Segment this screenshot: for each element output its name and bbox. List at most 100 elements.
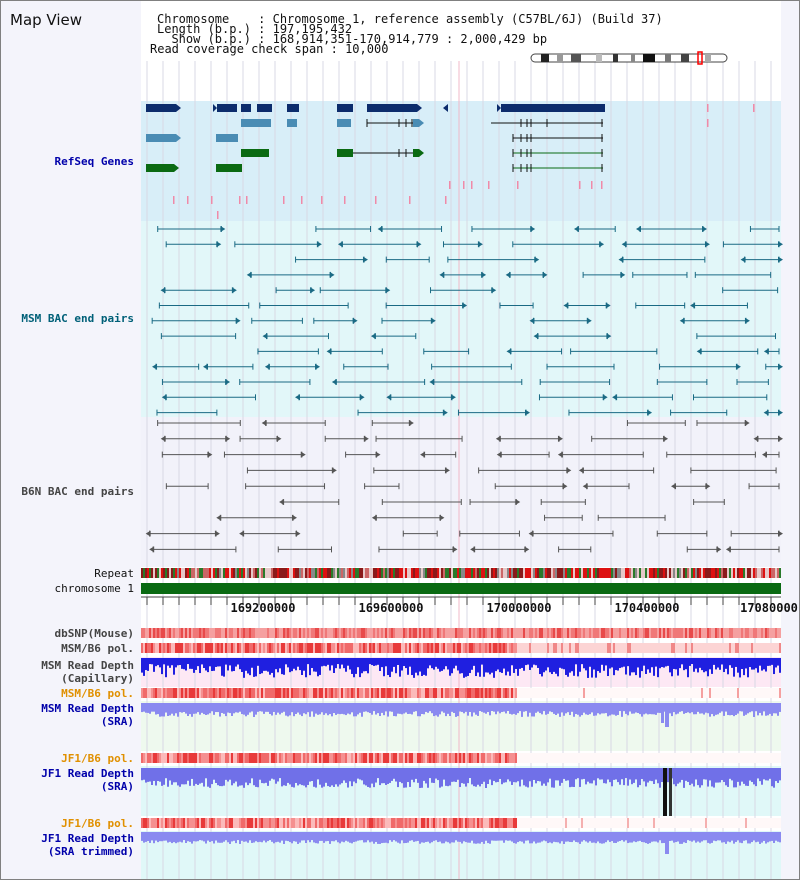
msm-sra-depth-bar — [607, 711, 609, 717]
msm-pol2-cell — [163, 688, 165, 698]
msm-pol-cell — [339, 643, 341, 653]
msm-cap-depth-bar — [211, 664, 213, 672]
msm-cap-depth-bar — [569, 664, 571, 673]
msm-pol-cell — [349, 643, 351, 653]
jf1-trim-depth-bar — [343, 840, 345, 843]
jf1-pol-cell — [165, 753, 167, 763]
dbsnp-cell — [153, 628, 155, 638]
jf1-pol2-cell — [743, 818, 745, 828]
msm-cap-depth-bar — [731, 664, 733, 668]
msm-pol-cell — [291, 643, 293, 653]
jf1-pol2-cell — [563, 818, 565, 828]
msm-cap-depth-bar — [645, 664, 647, 675]
track-label-jf1-trim[interactable]: JF1 Read Depth — [41, 832, 134, 845]
jf1-sra-depth-bar — [195, 778, 197, 784]
msm-pol2-cell — [387, 688, 389, 698]
track-label-msm-b6-pol-2[interactable]: MSM/B6 pol. — [61, 687, 134, 700]
jf1-pol2-cell — [537, 818, 539, 828]
jf1-sra-depth-bar — [499, 778, 501, 779]
jf1-trim-depth-bar — [565, 840, 567, 842]
msm-sra-depth-bar — [329, 711, 331, 715]
msm-pol-cell — [401, 643, 403, 653]
msm-pol2-cell — [181, 688, 183, 698]
jf1-sra-depth-base — [141, 768, 781, 778]
msm-cap-depth-bar — [331, 664, 333, 666]
msm-pol2-cell — [399, 688, 401, 698]
msm-pol2-cell — [271, 688, 273, 698]
track-label-refseq[interactable]: RefSeq Genes — [54, 155, 134, 168]
dbsnp-cell — [543, 628, 545, 638]
ideogram-band — [665, 54, 671, 62]
jf1-trim-depth-bar — [531, 840, 533, 844]
msm-bac-arrow — [606, 333, 612, 340]
jf1-sra-depth-bar — [751, 778, 753, 782]
b6n-bac-arrow — [778, 530, 783, 537]
dbsnp-cell — [445, 628, 447, 638]
msm-pol-cell — [459, 643, 461, 653]
msm-pol2-cell — [349, 688, 351, 698]
msm-pol-cell — [169, 643, 171, 653]
dbsnp-cell — [343, 628, 345, 638]
jf1-pol-cell — [347, 753, 349, 763]
jf1-pol2-cell — [759, 818, 761, 828]
msm-pol-cell — [741, 643, 743, 653]
track-label-msm-b6-pol[interactable]: MSM/B6 pol. — [61, 642, 134, 655]
msm-sra-depth-bar — [655, 711, 657, 715]
track-label-dbsnp[interactable]: dbSNP(Mouse) — [54, 627, 134, 640]
track-label-msm-depth-sra[interactable]: MSM Read Depth — [41, 702, 134, 715]
repeat-element — [653, 568, 655, 578]
dbsnp-cell — [253, 628, 255, 638]
msm-pol2-cell — [681, 688, 683, 698]
track-label-jf1-b6-pol[interactable]: JF1/B6 pol. — [61, 752, 134, 765]
msm-pol2-cell — [561, 688, 563, 698]
track-label-msm-depth-cap[interactable]: MSM Read Depth — [41, 659, 134, 672]
msm-pol-cell — [577, 643, 579, 653]
jf1-sra-depth-bar — [453, 778, 455, 782]
jf1-pol-cell — [369, 753, 371, 763]
msm-cap-depth-bar — [421, 664, 423, 676]
track-label-b6n-bac[interactable]: B6N BAC end pairs — [21, 485, 134, 498]
jf1-pol-cell — [419, 753, 421, 763]
jf1-pol-cell — [343, 753, 345, 763]
jf1-sra-depth-bar — [407, 778, 409, 783]
msm-pol2-cell — [737, 688, 739, 698]
gene-arrow — [419, 119, 424, 127]
msm-pol-cell — [223, 643, 225, 653]
dbsnp-cell — [755, 628, 757, 638]
jf1-sra-depth-bar — [627, 778, 629, 786]
msm-pol-cell — [503, 643, 505, 653]
dbsnp-cell — [625, 628, 627, 638]
track-label-jf1-depth[interactable]: JF1 Read Depth — [41, 767, 134, 780]
msm-cap-depth-bar — [141, 664, 143, 673]
msm-pol2-cell — [497, 688, 499, 698]
jf1-pol2-cell — [317, 818, 319, 828]
track-label-msm-bac[interactable]: MSM BAC end pairs — [21, 312, 134, 325]
repeat-element — [311, 568, 313, 578]
jf1-pol2-cell — [533, 818, 535, 828]
repeat-element — [691, 568, 693, 578]
msm-pol2-cell — [593, 688, 595, 698]
dbsnp-cell — [415, 628, 417, 638]
jf1-trim-depth-bar — [349, 840, 351, 843]
repeat-element — [261, 568, 263, 578]
b6n-bac-arrow — [528, 530, 534, 537]
dbsnp-cell — [729, 628, 731, 638]
dbsnp-cell — [759, 628, 761, 638]
jf1-pol-cell — [665, 753, 667, 763]
dbsnp-cell — [695, 628, 697, 638]
dbsnp-cell — [285, 628, 287, 638]
msm-pol-cell — [613, 643, 615, 653]
msm-pol-cell — [321, 643, 323, 653]
refseq-pink-mark — [707, 104, 709, 112]
track-label-jf1-b6-pol-2[interactable]: JF1/B6 pol. — [61, 817, 134, 830]
repeat-element — [555, 568, 557, 578]
msm-cap-depth-bar — [237, 664, 239, 665]
jf1-sra-depth-bar — [475, 778, 477, 787]
jf1-pol2-cell — [363, 818, 365, 828]
dbsnp-cell — [437, 628, 439, 638]
jf1-pol-cell — [267, 753, 269, 763]
jf1-pol-cell — [549, 753, 551, 763]
track-label-repeat[interactable]: Repeat — [94, 567, 134, 580]
jf1-pol-cell — [245, 753, 247, 763]
